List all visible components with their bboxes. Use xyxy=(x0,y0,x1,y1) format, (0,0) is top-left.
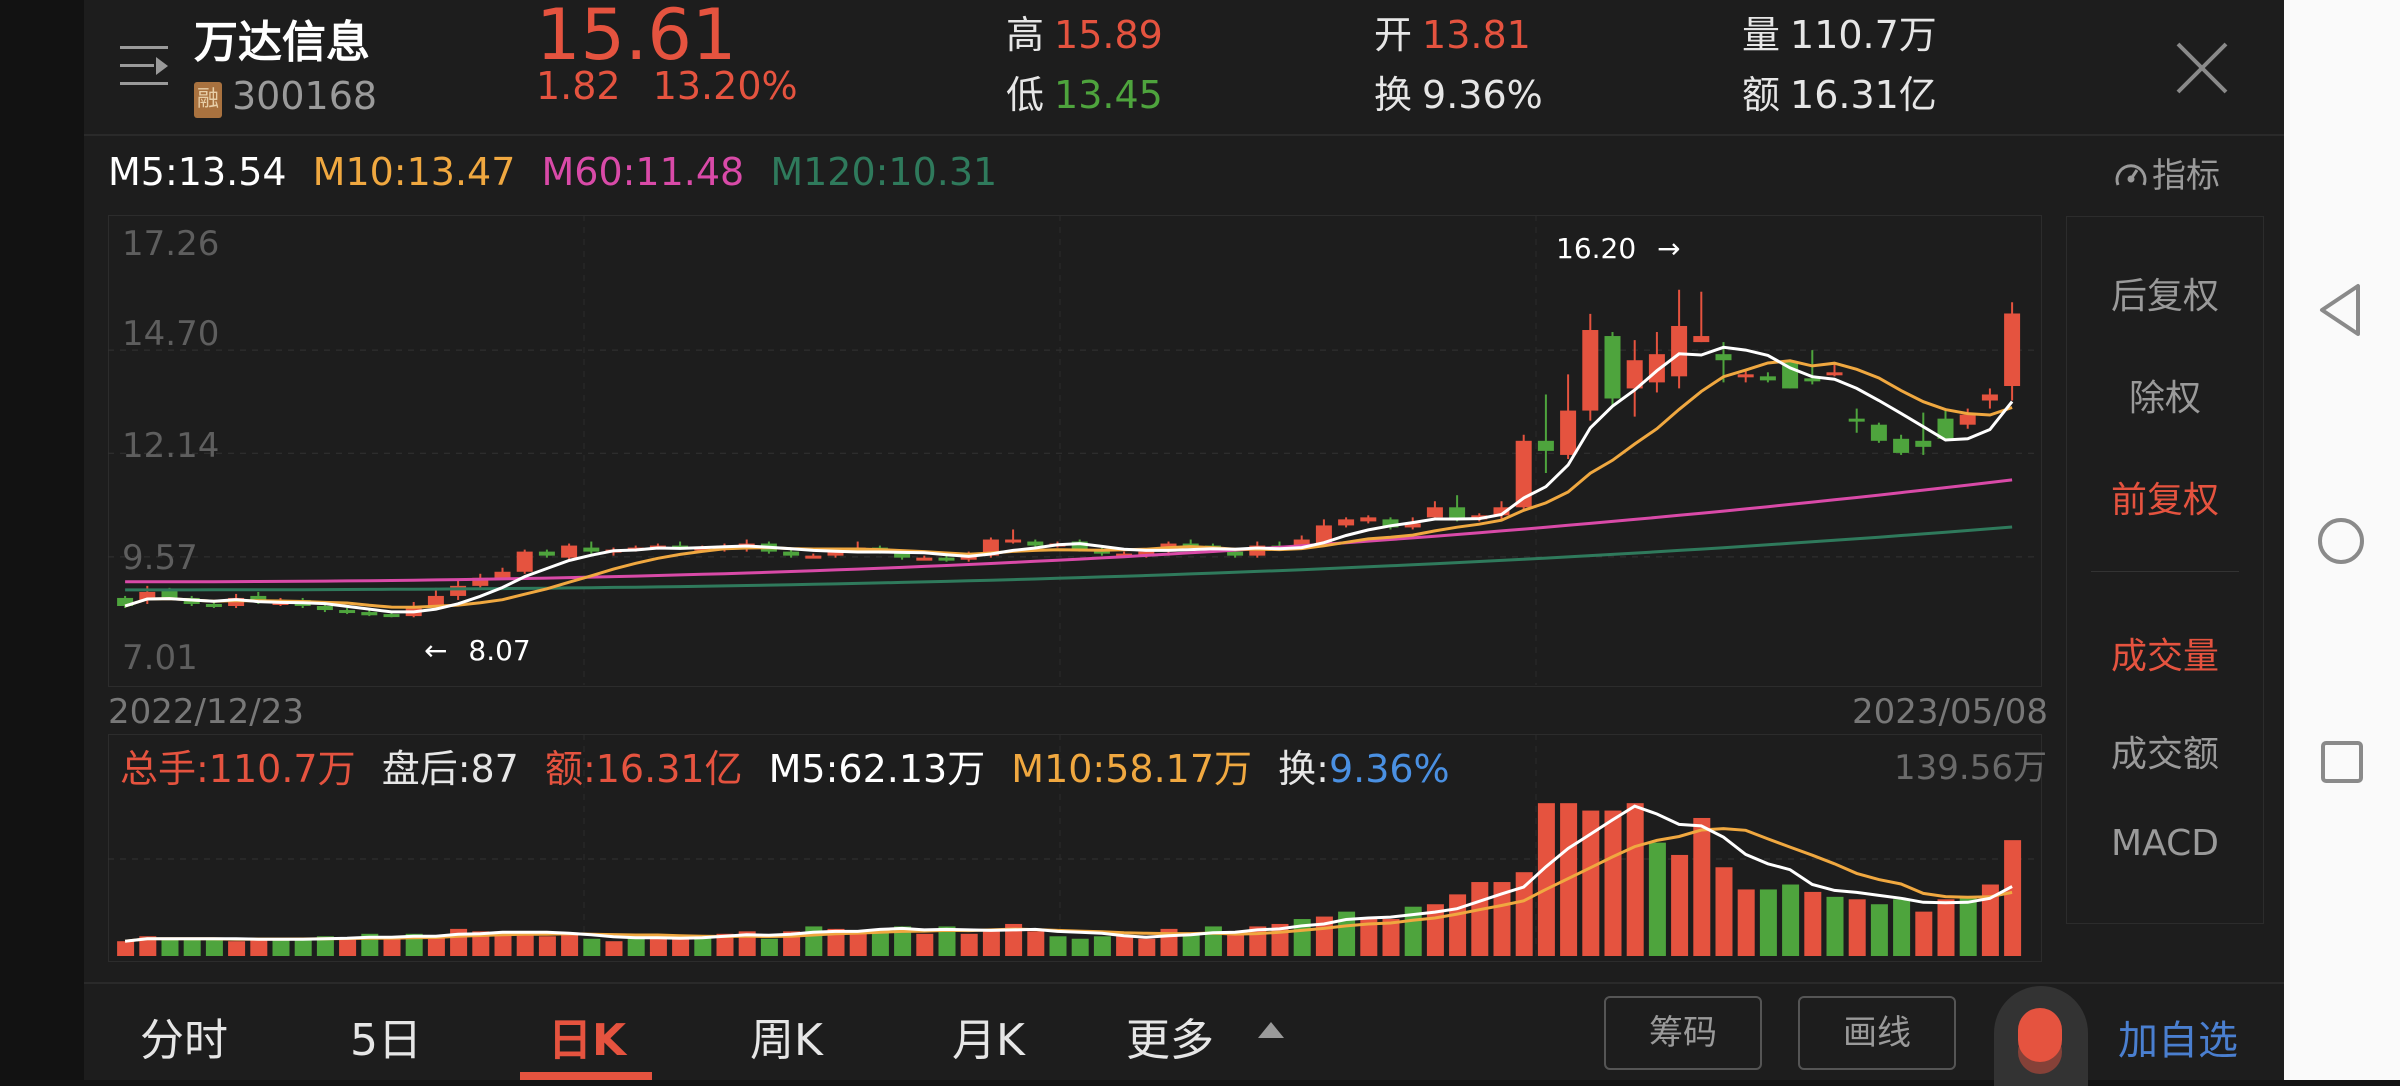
tab-5day[interactable]: 5日 xyxy=(350,1015,422,1066)
min-price-annotation: ← 8.07 xyxy=(424,634,531,667)
tab-more[interactable]: 更多 xyxy=(1126,1015,1214,1066)
indicator-button[interactable]: 指标 xyxy=(2114,148,2220,197)
recents-square-icon[interactable] xyxy=(2320,740,2364,784)
open-stat: 开 13.81 xyxy=(1374,4,1531,59)
high-label: 高 xyxy=(1006,13,1045,57)
ma5-value: M5:13.54 xyxy=(108,150,287,194)
stock-kline-screen: 万达信息 融 300168 15.61 1.82 13.20% 高 15.89 低… xyxy=(84,0,2284,1086)
high-stat: 高 15.89 xyxy=(1006,4,1163,59)
volume-turnover-value: 9.36% xyxy=(1328,747,1450,791)
volume-ma5: M5:62.13万 xyxy=(768,747,986,791)
volume-amount: 额:16.31亿 xyxy=(544,747,743,791)
arrow-left-icon: ← xyxy=(424,634,448,667)
ma-legend: M5:13.54 M10:13.47 M60:11.48 M120:10.31 xyxy=(108,150,1011,194)
price-axis-tick: 7.01 xyxy=(122,638,198,678)
header-divider xyxy=(84,134,2284,136)
low-value: 13.45 xyxy=(1054,73,1163,117)
change-percent: 13.20% xyxy=(652,64,798,108)
add-to-watchlist-button[interactable]: 加自选 xyxy=(2118,1018,2238,1064)
gauge-icon xyxy=(2115,164,2147,186)
stock-code: 300168 xyxy=(232,74,378,118)
volume-bar-chart[interactable] xyxy=(108,734,2040,960)
volume-stat: 量 110.7万 xyxy=(1742,4,1937,59)
low-stat: 低 13.45 xyxy=(1006,64,1163,119)
kline-chart-area[interactable] xyxy=(108,215,2042,687)
max-price-label: 16.20 xyxy=(1556,232,1637,265)
high-value: 15.89 xyxy=(1054,13,1163,57)
amount-value: 16.31亿 xyxy=(1790,73,1937,117)
ma120-value: M120:10.31 xyxy=(770,150,998,194)
volume-chart-area[interactable] xyxy=(108,734,2042,962)
price-axis-tick: 17.26 xyxy=(122,224,220,264)
ex-rights-option[interactable]: 除权 xyxy=(2128,378,2201,419)
adjust-backward-option[interactable]: 后复权 xyxy=(2110,276,2219,317)
system-navigation-bar xyxy=(2284,0,2400,1080)
volume-ma10: M10:58.17万 xyxy=(1011,747,1253,791)
turnover-stat: 换 9.36% xyxy=(1374,64,1543,119)
stock-name: 万达信息 xyxy=(194,17,370,68)
price-axis-tick: 12.14 xyxy=(122,426,220,466)
low-label: 低 xyxy=(1006,73,1045,117)
amount-indicator-option[interactable]: 成交额 xyxy=(2110,734,2219,775)
macd-indicator-option[interactable]: MACD xyxy=(2111,823,2219,864)
after-hours-volume: 盘后:87 xyxy=(381,747,519,791)
volume-max-label: 139.56万 xyxy=(1894,748,2047,788)
margin-trading-badge: 融 xyxy=(194,82,222,118)
indicator-label: 指标 xyxy=(2152,156,2220,196)
back-triangle-icon[interactable] xyxy=(2318,282,2364,338)
open-label: 开 xyxy=(1374,13,1413,57)
caret-up-icon[interactable] xyxy=(1258,1022,1284,1038)
tab-monthly-k[interactable]: 月K xyxy=(952,1015,1025,1066)
min-price-label: 8.07 xyxy=(468,634,531,667)
turnover-value: 9.36% xyxy=(1422,73,1543,117)
tab-intraday[interactable]: 分时 xyxy=(140,1015,228,1066)
volume-turnover-label: 换: xyxy=(1278,747,1329,791)
max-price-annotation: 16.20 → xyxy=(1556,232,1681,265)
tab-daily-k[interactable]: 日K xyxy=(548,1015,627,1066)
menu-expand-icon[interactable] xyxy=(120,46,168,86)
volume-indicator-option[interactable]: 成交量 xyxy=(2110,636,2219,677)
bottom-divider xyxy=(84,982,2284,984)
home-circle-icon[interactable] xyxy=(2316,516,2366,566)
volume-value: 110.7万 xyxy=(1790,13,1937,57)
tab-weekly-k[interactable]: 周K xyxy=(750,1015,823,1066)
chips-button[interactable]: 筹码 xyxy=(1604,996,1762,1070)
toggle-red-dot-icon xyxy=(2018,1008,2062,1062)
change-amount: 1.82 xyxy=(536,64,621,108)
active-tab-indicator xyxy=(520,1072,652,1080)
price-change: 1.82 13.20% xyxy=(536,64,798,108)
open-value: 13.81 xyxy=(1422,13,1531,57)
draw-line-button[interactable]: 画线 xyxy=(1798,996,1956,1070)
amount-label: 额 xyxy=(1742,73,1781,117)
price-axis-tick: 14.70 xyxy=(122,314,220,354)
floating-toggle-button[interactable] xyxy=(1994,986,2088,1086)
close-icon[interactable] xyxy=(2174,40,2230,96)
turnover-label: 换 xyxy=(1374,73,1413,117)
volume-legend: 总手:110.7万 盘后:87 额:16.31亿 M5:62.13万 M10:5… xyxy=(120,738,1464,793)
start-date: 2022/12/23 xyxy=(108,692,304,732)
ma10-value: M10:13.47 xyxy=(312,150,516,194)
candlestick-chart[interactable] xyxy=(108,215,2040,685)
arrow-right-icon: → xyxy=(1657,232,1681,265)
last-price: 15.61 xyxy=(536,0,737,76)
total-volume: 总手:110.7万 xyxy=(120,747,356,791)
amount-stat: 额 16.31亿 xyxy=(1742,64,1937,119)
panel-divider xyxy=(2091,571,2239,572)
chart-options-panel: 后复权 除权 前复权 成交量 成交额 MACD xyxy=(2066,216,2264,924)
ma60-value: M60:11.48 xyxy=(541,150,745,194)
adjust-forward-option[interactable]: 前复权 xyxy=(2110,480,2219,521)
volume-label: 量 xyxy=(1742,13,1781,57)
price-axis-tick: 9.57 xyxy=(122,538,198,578)
end-date: 2023/05/08 xyxy=(1852,692,2048,732)
